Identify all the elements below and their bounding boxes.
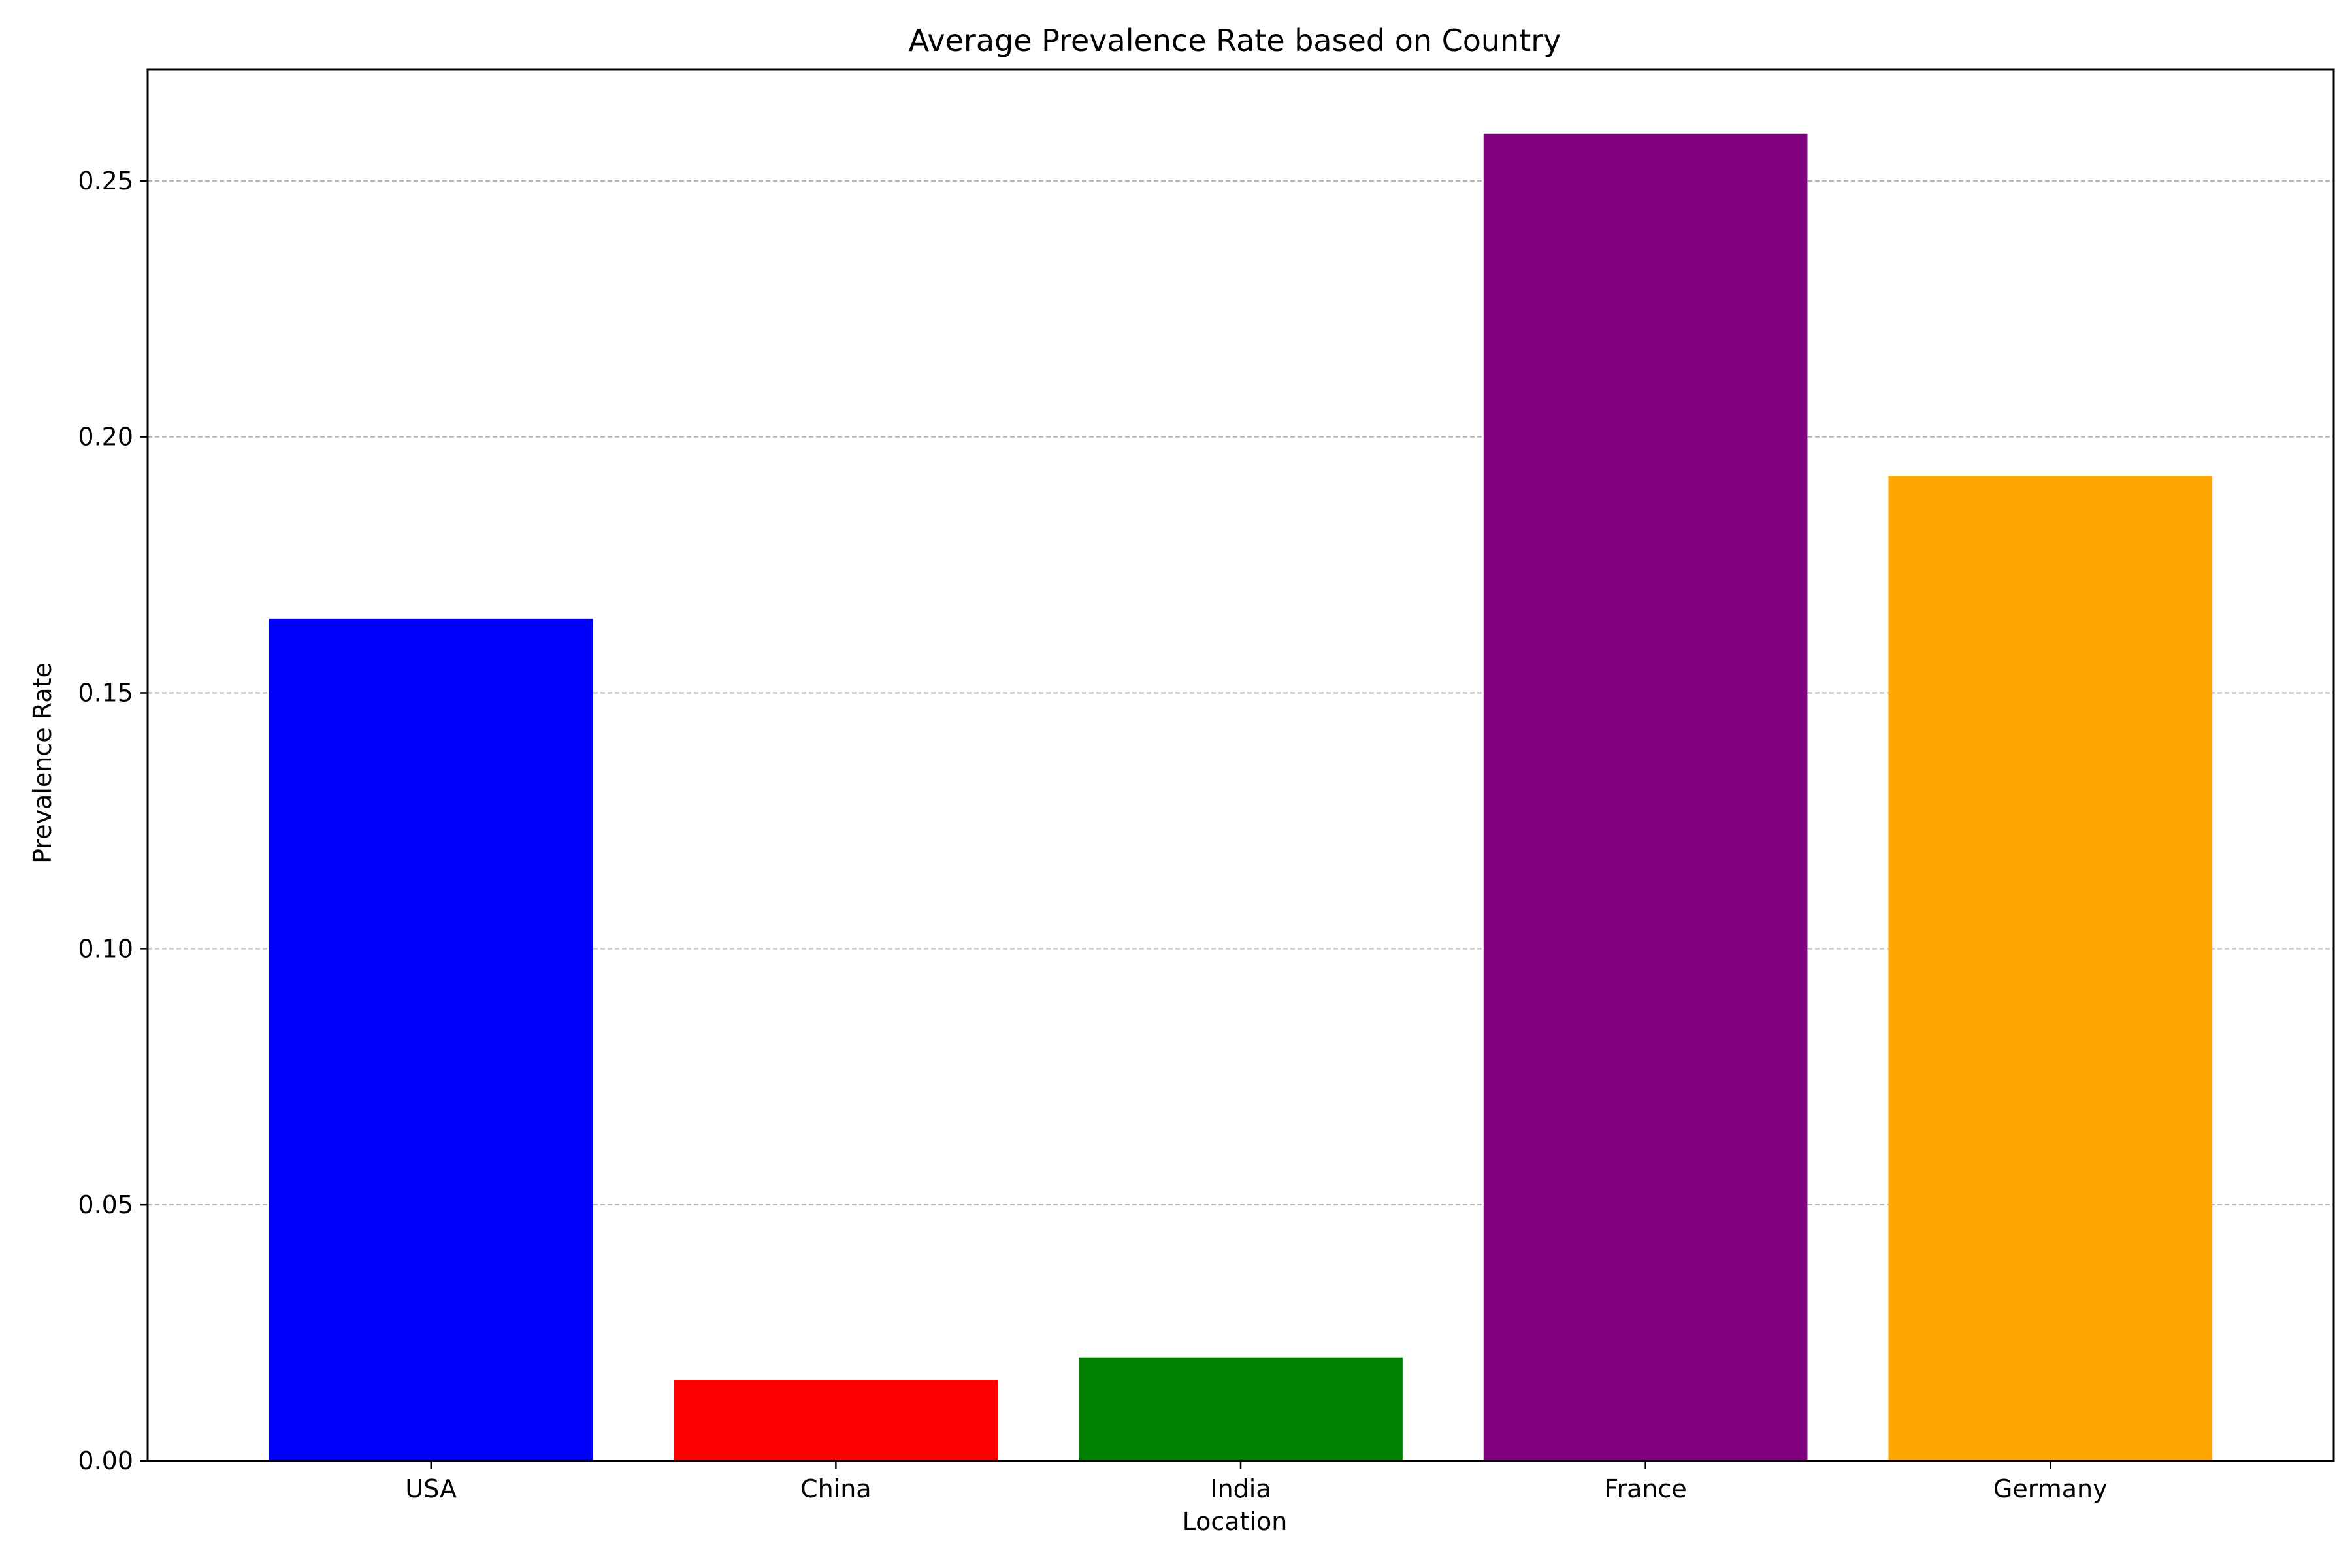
- y-tick-label: 0.05: [78, 1190, 133, 1219]
- bars: [269, 133, 2213, 1462]
- x-tick-label: China: [800, 1475, 872, 1503]
- bar-france: [1483, 133, 1808, 1462]
- chart-title: Average Prevalence Rate based on Country: [909, 23, 1561, 58]
- x-axis-label: Location: [1183, 1507, 1288, 1536]
- y-tick-label: 0.15: [78, 679, 133, 708]
- bar-india: [1079, 1357, 1403, 1461]
- y-tick-label: 0.20: [78, 423, 133, 451]
- plot-frame: [146, 68, 2335, 1462]
- x-tick-label: USA: [405, 1475, 457, 1503]
- x-tick-label: India: [1210, 1475, 1271, 1503]
- y-tick-label: 0.00: [78, 1446, 133, 1475]
- bar-china: [674, 1380, 998, 1461]
- x-tick-label: Germany: [1993, 1475, 2108, 1503]
- y-tick-label: 0.25: [78, 167, 133, 195]
- bar-germany: [1888, 476, 2213, 1462]
- bar-usa: [269, 618, 593, 1461]
- y-axis-label: Prevalence Rate: [28, 662, 57, 864]
- axis-ticks: 0.00 0.05 0.10 0.15 0.20 0.25 USA China India Fra…: [78, 167, 2107, 1503]
- y-tick-label: 0.10: [78, 934, 133, 963]
- x-tick-label: France: [1604, 1475, 1686, 1503]
